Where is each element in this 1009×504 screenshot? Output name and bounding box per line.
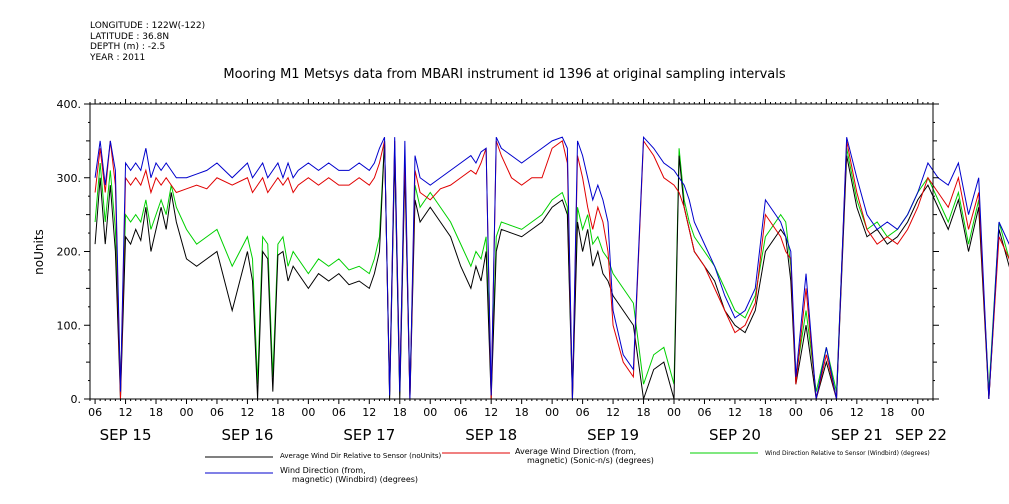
series-line-4 [94, 135, 1009, 400]
x-day-label: SEP 17 [343, 426, 395, 444]
x-hour-label: 06 [576, 406, 590, 419]
x-hour-label: 12 [728, 406, 742, 419]
x-hour-label: 12 [119, 406, 133, 419]
y-tick-label: 100. [57, 319, 82, 332]
x-day-label: SEP 21 [831, 426, 883, 444]
x-hour-label: 06 [454, 406, 468, 419]
series-layer [94, 135, 1009, 400]
legend-label-4: Wind Direction (from, [280, 466, 366, 475]
latitude-label: LATITUDE : 36.8N [90, 31, 170, 42]
x-day-label: SEP 15 [100, 426, 152, 444]
y-tick-label: 0. [71, 393, 82, 406]
y-axis-label: noUnits [32, 229, 46, 275]
x-day-label: SEP 16 [221, 426, 273, 444]
series-line-3 [94, 140, 1009, 392]
legend: Average Wind Dir Relative to Sensor (noU… [205, 447, 930, 484]
x-hour-label: 18 [149, 406, 163, 419]
x-hour-label: 00 [911, 406, 925, 419]
x-day-label: SEP 20 [709, 426, 761, 444]
x-hour-label: 00 [179, 406, 193, 419]
x-day-label: SEP 18 [465, 426, 517, 444]
x-hour-label: 12 [240, 406, 254, 419]
axis-layer: 0. 100. 200. 300. 400. 06 12 18 00 06 12 18 00 06 12 18… [57, 98, 947, 444]
x-hour-label: 00 [667, 406, 681, 419]
x-day-label: SEP 22 [895, 426, 947, 444]
legend-label-4: magnetic) (Windbird) (degrees) [292, 475, 418, 484]
metadata-block: LONGITUDE : 122W(-122) LATITUDE : 36.8N … [90, 21, 205, 63]
chart-title: Mooring M1 Metsys data from MBARI instru… [223, 67, 786, 82]
x-hour-label: 12 [606, 406, 620, 419]
depth-label: DEPTH (m) : -2.5 [90, 42, 166, 52]
y-tick-label: 300. [57, 172, 82, 185]
x-hour-label: 18 [271, 406, 285, 419]
x-hour-label: 06 [819, 406, 833, 419]
x-hour-label: 00 [789, 406, 803, 419]
legend-label-2: Average Wind Direction (from, [515, 447, 636, 456]
x-hour-label: 12 [362, 406, 376, 419]
legend-label-2: magnetic) (Sonic-n/s) (degrees) [527, 456, 654, 465]
year-label: YEAR : 2011 [90, 52, 146, 63]
x-hour-label: 12 [850, 406, 864, 419]
x-hour-label: 18 [758, 406, 772, 419]
x-hour-label: 06 [88, 406, 102, 419]
x-hour-label: 18 [515, 406, 529, 419]
x-hour-label: 06 [697, 406, 711, 419]
x-hour-label: 18 [880, 406, 894, 419]
x-hour-label: 06 [332, 406, 346, 419]
series-line-2 [94, 139, 1009, 400]
x-hour-label: 06 [210, 406, 224, 419]
x-hour-label: 00 [423, 406, 437, 419]
legend-label-1: Average Wind Dir Relative to Sensor (noU… [280, 452, 441, 460]
x-hour-label: 00 [301, 406, 315, 419]
longitude-label: LONGITUDE : 122W(-122) [90, 21, 206, 31]
x-hour-label: 18 [637, 406, 651, 419]
x-hour-label: 12 [484, 406, 498, 419]
series-line-1 [94, 140, 1009, 400]
x-hour-label: 18 [393, 406, 407, 419]
y-tick-label: 200. [57, 246, 82, 259]
y-tick-label: 400. [57, 98, 82, 111]
x-hour-label: 00 [545, 406, 559, 419]
x-day-label: SEP 19 [587, 426, 639, 444]
legend-label-3: Wind Direction Relative to Sensor (Windb… [765, 450, 930, 457]
